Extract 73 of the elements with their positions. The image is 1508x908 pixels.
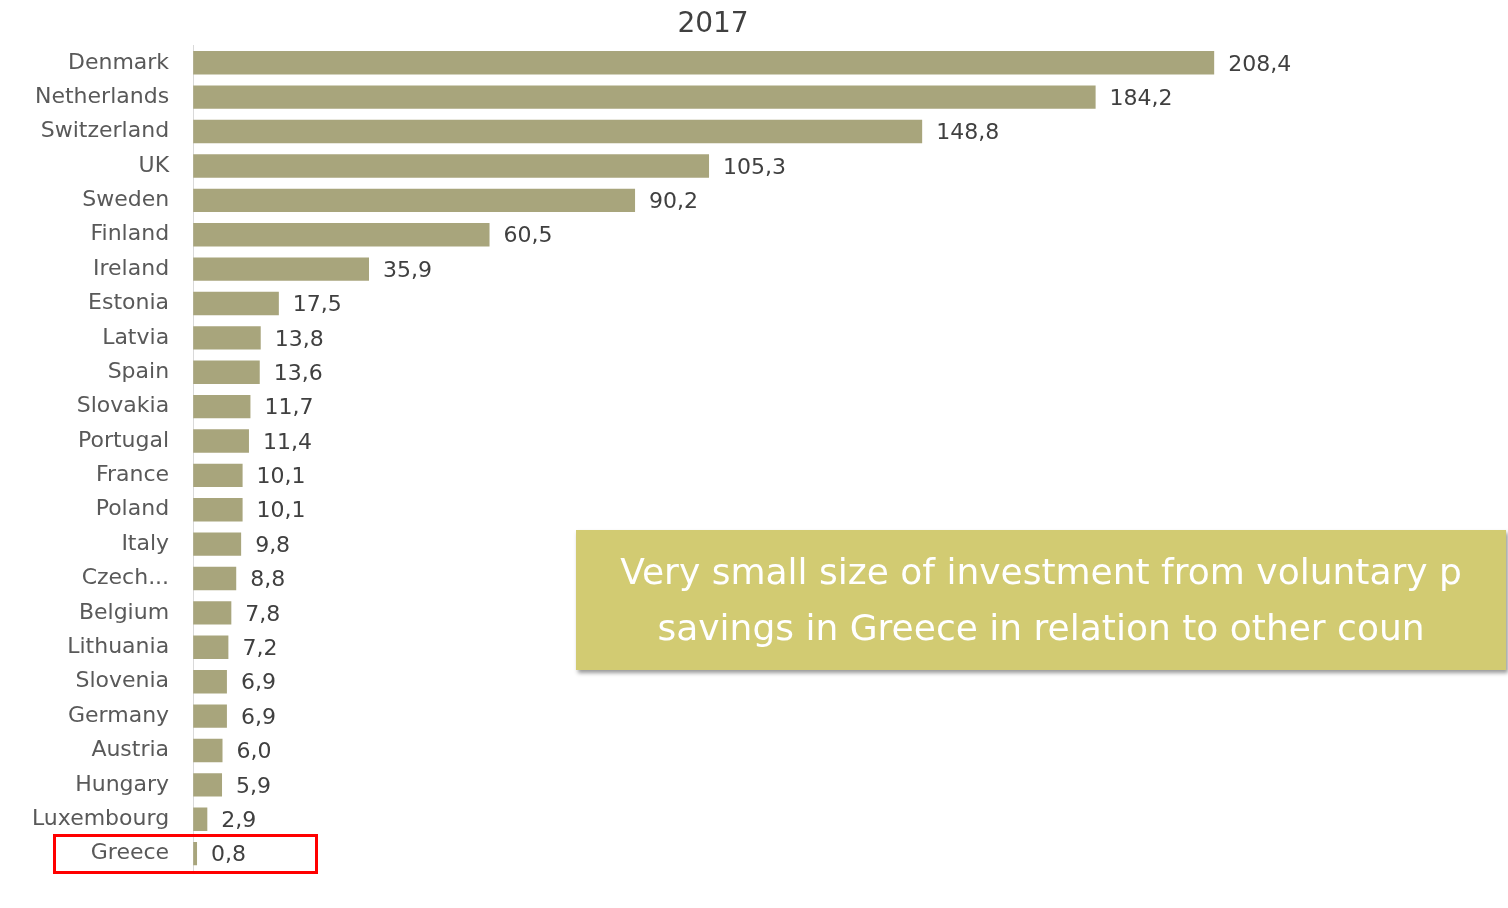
bar	[193, 291, 279, 316]
bar	[193, 738, 223, 763]
bar	[193, 51, 1215, 75]
y-tick-label: Denmark	[67, 48, 170, 74]
bar	[193, 670, 227, 694]
data-label: 184,2	[1109, 84, 1173, 110]
data-label: 6,9	[240, 703, 276, 729]
bar	[193, 223, 490, 247]
bar	[193, 257, 370, 281]
data-label: 11,7	[264, 394, 314, 420]
y-tick-label: Greece	[90, 839, 170, 865]
data-label: 10,1	[256, 463, 306, 489]
y-tick-label: Luxembourg	[31, 804, 170, 830]
y-tick-label: Slovakia	[76, 392, 170, 418]
y-tick-label: Lithuania	[67, 633, 170, 659]
y-tick-label: Austria	[91, 736, 170, 762]
y-tick-label: Finland	[90, 220, 170, 246]
y-tick-label: Spain	[107, 357, 170, 383]
bar	[193, 463, 243, 488]
y-tick-label: Switzerland	[40, 117, 170, 143]
y-tick-label: Italy	[121, 529, 170, 555]
y-tick-label: Estonia	[88, 289, 170, 315]
bar	[193, 429, 249, 453]
y-tick-label: Belgium	[78, 598, 170, 624]
y-tick-label: UK	[138, 151, 170, 177]
y-tick-label: France	[95, 461, 170, 487]
data-label: 7,8	[245, 600, 281, 626]
y-tick-label: Germany	[67, 701, 170, 727]
bar	[193, 188, 636, 213]
bar	[193, 498, 243, 522]
data-label: 6,9	[240, 669, 276, 695]
y-tick-label: Czech...	[81, 564, 170, 590]
annotation: Very small size of investment from voluntary p savings in Greece in relation to other coun	[576, 530, 1506, 670]
y-tick-label: Latvia	[102, 323, 170, 349]
data-label: 11,4	[262, 428, 312, 454]
y-tick-label: Portugal	[77, 426, 170, 452]
bar	[193, 566, 237, 591]
data-label: 7,2	[242, 635, 278, 661]
data-label: 0,8	[211, 841, 247, 867]
data-label: 148,8	[936, 119, 1000, 145]
data-label: 60,5	[503, 222, 553, 248]
y-tick-label: Hungary	[75, 770, 170, 796]
y-tick-label: Slovenia	[75, 667, 170, 693]
bar	[193, 360, 260, 384]
bar	[193, 807, 208, 831]
bar	[193, 532, 242, 556]
data-label: 17,5	[292, 291, 342, 317]
data-label: 8,8	[250, 566, 286, 592]
data-label: 13,6	[273, 359, 323, 385]
bar	[193, 704, 227, 728]
chart-title: 2017	[677, 6, 749, 40]
data-label: 208,4	[1228, 50, 1292, 76]
bar	[193, 394, 251, 419]
data-label: 35,9	[383, 256, 432, 282]
bar	[193, 326, 261, 350]
y-tick-label: Sweden	[82, 186, 170, 212]
data-label: 5,9	[236, 772, 272, 798]
bar	[193, 635, 229, 659]
data-label: 10,1	[256, 497, 306, 523]
data-label: 105,3	[723, 153, 787, 179]
bar	[193, 773, 223, 797]
bar	[193, 85, 1096, 109]
y-tick-label: Netherlands	[35, 82, 170, 108]
data-label: 6,0	[236, 738, 272, 764]
bar	[193, 154, 710, 178]
data-label: 13,8	[274, 325, 324, 351]
bar	[193, 601, 232, 625]
y-tick-label: Poland	[95, 495, 170, 521]
y-tick-label: Ireland	[93, 254, 170, 280]
data-label: 90,2	[649, 188, 699, 214]
data-label: 9,8	[255, 531, 291, 557]
data-label: 2,9	[221, 806, 257, 832]
bar	[193, 119, 923, 144]
